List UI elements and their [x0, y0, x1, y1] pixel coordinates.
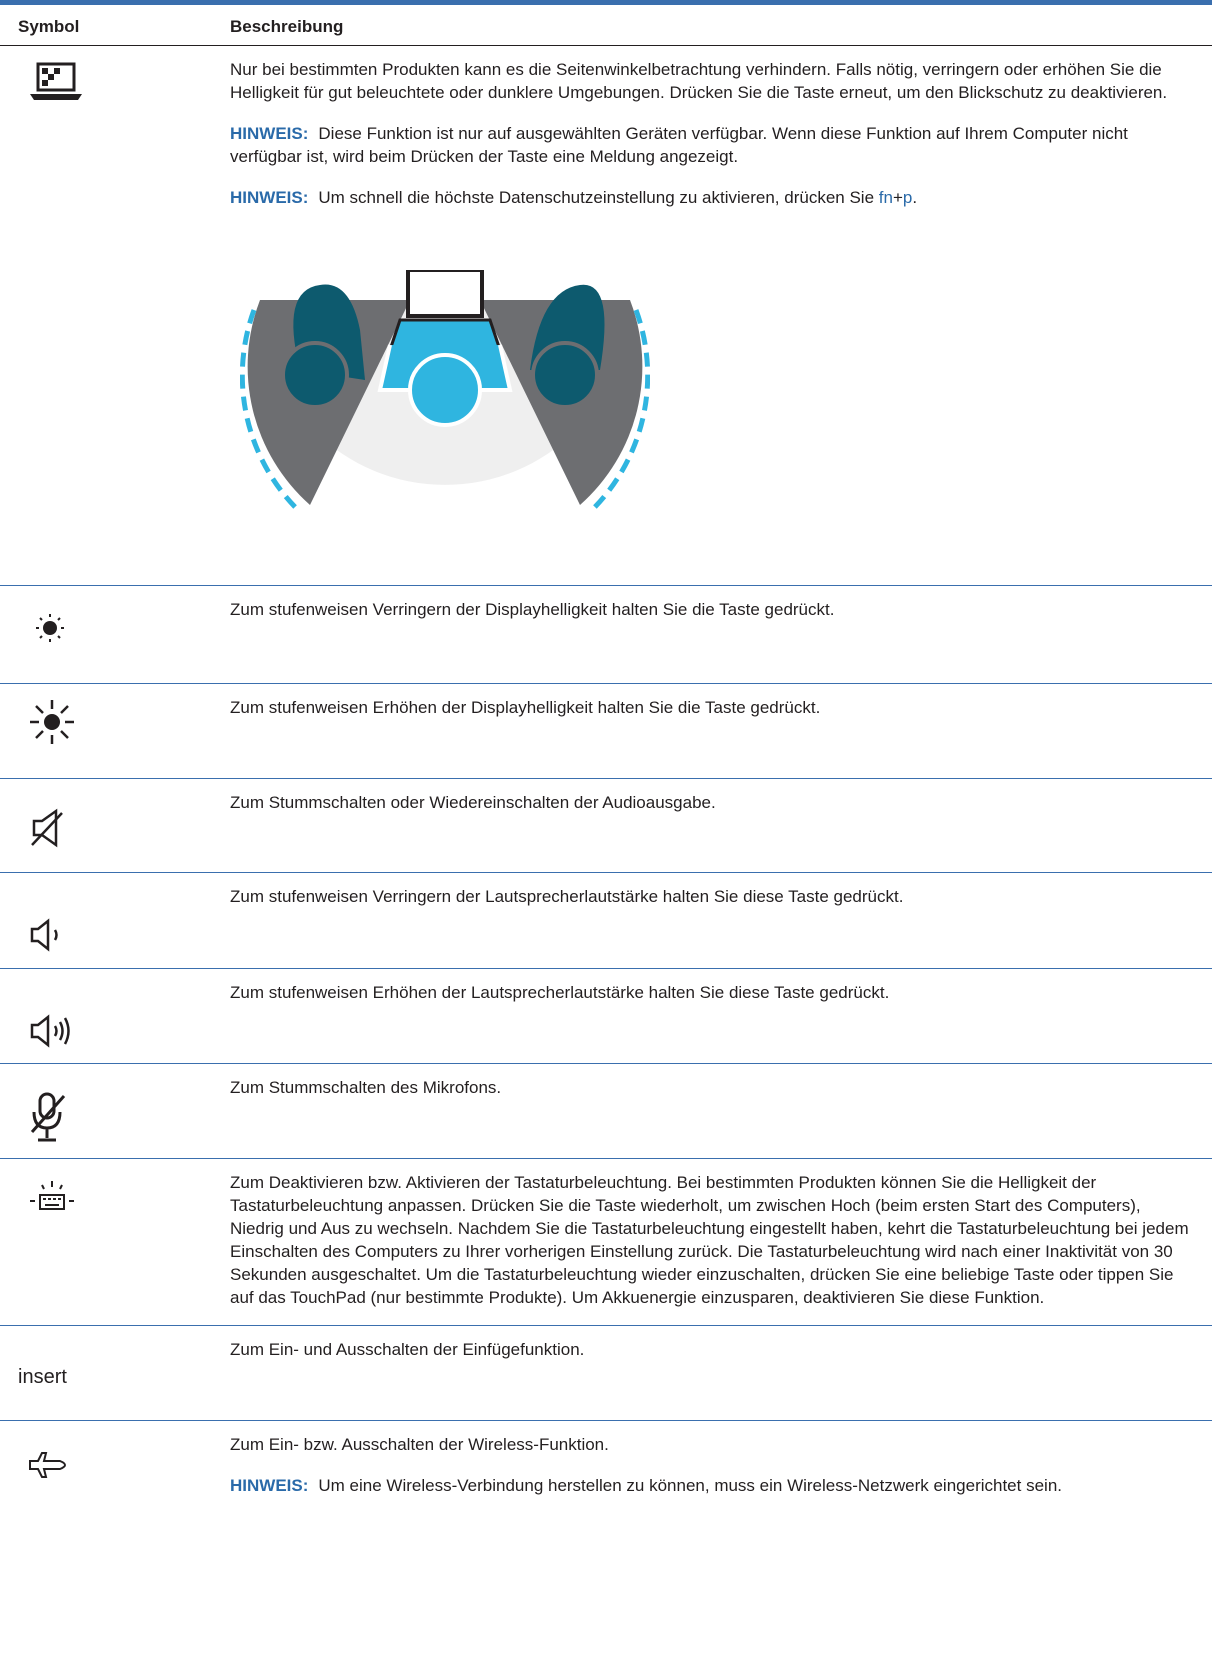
volume-up-icon — [30, 1014, 70, 1048]
table-row: Zum stufenweisen Erhöhen der Lautspreche… — [0, 969, 1212, 1064]
paragraph: Zum stufenweisen Erhöhen der Displayhell… — [230, 698, 821, 717]
table-row: Zum Deaktivieren bzw. Aktivieren der Tas… — [0, 1159, 1212, 1326]
privacy-icon — [30, 62, 82, 100]
brightness-down-icon — [36, 614, 64, 642]
table-header: Symbol Beschreibung — [0, 0, 1212, 46]
note-text: + — [892, 188, 903, 207]
description: Zum Stummschalten des Mikrofons. — [230, 1076, 1195, 1117]
table-row: Zum Stummschalten des Mikrofons. — [0, 1064, 1212, 1159]
mute-icon — [31, 808, 63, 848]
note-text: Um eine Wireless-Verbindung herstellen z… — [318, 1476, 1062, 1495]
table-row: Zum Stummschalten oder Wiedereinschalten… — [0, 779, 1212, 873]
header-cell: Beschreibung — [230, 17, 344, 36]
paragraph: Zum Stummschalten des Mikrofons. — [230, 1078, 502, 1097]
table-row: insert Zum Ein- und Ausschalten der Einf… — [0, 1326, 1212, 1421]
paragraph: Zum Deaktivieren bzw. Aktivieren der Tas… — [230, 1173, 1189, 1307]
note-label: HINWEIS: — [230, 124, 309, 143]
description: Nur bei bestimmten Produkten kann es die… — [230, 58, 1195, 227]
description: Zum Stummschalten oder Wiedereinschalten… — [230, 791, 1195, 832]
paragraph: Zum Ein- und Ausschalten der Einfügefunk… — [230, 1340, 585, 1359]
table-row: Zum stufenweisen Verringern der Displayh… — [0, 586, 1212, 684]
table-row: Zum stufenweisen Verringern der Lautspre… — [0, 873, 1212, 969]
description: Zum Ein- bzw. Ausschalten der Wireless-F… — [230, 1433, 1195, 1515]
note-text: . — [912, 188, 918, 207]
volume-down-icon — [30, 918, 58, 952]
key: p — [902, 188, 913, 207]
note: HINWEIS: Diese Funktion ist nur auf ausge… — [230, 122, 1195, 168]
paragraph: Zum stufenweisen Erhöhen der Lautspreche… — [230, 983, 890, 1002]
key: fn — [878, 188, 893, 207]
note-label: HINWEIS: — [230, 1476, 309, 1495]
description: Zum stufenweisen Erhöhen der Lautspreche… — [230, 981, 1195, 1022]
paragraph: Zum stufenweisen Verringern der Displayh… — [230, 600, 835, 619]
header-cell: Symbol — [18, 17, 80, 36]
paragraph: Zum stufenweisen Verringern der Lautspre… — [230, 887, 904, 906]
table-row: Zum Ein- bzw. Ausschalten der Wireless-F… — [0, 1421, 1212, 1656]
note: HINWEIS: Um schnell die höchste Datenschu… — [230, 186, 1195, 209]
paragraph: Zum Ein- bzw. Ausschalten der Wireless-F… — [230, 1435, 609, 1454]
description: Zum stufenweisen Verringern der Lautspre… — [230, 885, 1195, 926]
table-row: Nur bei bestimmten Produkten kann es die… — [0, 46, 1212, 586]
brightness-up-icon — [30, 700, 74, 744]
mic-mute-icon — [30, 1092, 66, 1142]
note: HINWEIS: Um eine Wireless-Verbindung hers… — [230, 1474, 1195, 1497]
note-label: HINWEIS: — [230, 188, 309, 207]
table-row: Zum stufenweisen Erhöhen der Displayhell… — [0, 684, 1212, 779]
paragraph: Zum Stummschalten oder Wiedereinschalten… — [230, 793, 716, 812]
description: Zum Ein- und Ausschalten der Einfügefunk… — [230, 1338, 1195, 1379]
description: Zum stufenweisen Erhöhen der Displayhell… — [230, 696, 1195, 737]
privacy-illustration — [240, 270, 650, 512]
symbol-text: insert — [18, 1366, 67, 1388]
note-text: Um schnell die höchste Datenschutzeinste… — [318, 188, 879, 207]
description: Zum Deaktivieren bzw. Aktivieren der Tas… — [230, 1171, 1195, 1327]
paragraph: Nur bei bestimmten Produkten kann es die… — [230, 60, 1168, 102]
note-text: Diese Funktion ist nur auf ausgewählten … — [230, 124, 1128, 166]
keyboard-light-icon — [30, 1181, 74, 1210]
description: Zum stufenweisen Verringern der Displayh… — [230, 598, 1195, 639]
airplane-icon — [29, 1452, 66, 1478]
